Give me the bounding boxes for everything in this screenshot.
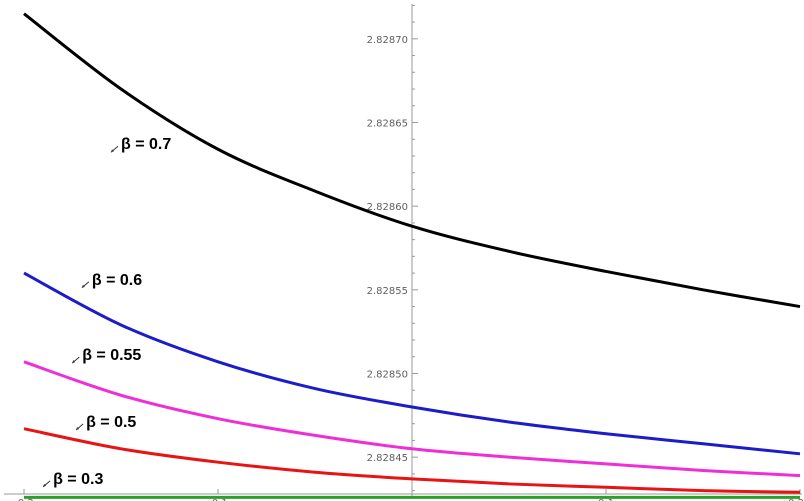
- y-tick-label: 2.82870: [367, 35, 408, 46]
- series-line: [23, 271, 801, 456]
- curve-label: β = 0.7: [121, 136, 171, 153]
- curve-labels: β = 0.7 β = 0.6 β = 0.55 β = 0.5 β = 0.3: [42, 136, 171, 488]
- x-tick-label: 0.1: [598, 498, 614, 501]
- y-tick-label: 2.82860: [367, 202, 408, 213]
- series-line: [23, 360, 801, 478]
- y-tick-label: 2.82850: [367, 369, 408, 380]
- curve-label: β = 0.5: [86, 414, 136, 431]
- x-tick-label: -0.1: [208, 498, 228, 501]
- axes: -0.2 -0.1 0.1 0.2 2.82845 2.82850 2.82855 2.828…: [4, 4, 804, 501]
- curve-label: β = 0.55: [82, 347, 141, 364]
- curve-label: β = 0.6: [92, 272, 142, 289]
- curve-label: β = 0.3: [53, 471, 103, 488]
- x-tick-label: -0.2: [14, 498, 34, 501]
- series-line: [23, 12, 801, 309]
- label-pointer-head: [76, 427, 80, 431]
- x-tick-label: 0.2: [788, 498, 804, 501]
- series-line: [23, 427, 801, 494]
- label-pointer-head: [43, 483, 47, 487]
- label-pointer-head: [81, 284, 85, 288]
- y-tick-label: 2.82855: [367, 286, 408, 297]
- y-tick-label: 2.82865: [367, 118, 408, 129]
- label-pointer-head: [111, 149, 114, 153]
- label-pointer-head: [72, 360, 76, 364]
- curves: [23, 12, 801, 499]
- y-tick-label: 2.82845: [367, 453, 408, 464]
